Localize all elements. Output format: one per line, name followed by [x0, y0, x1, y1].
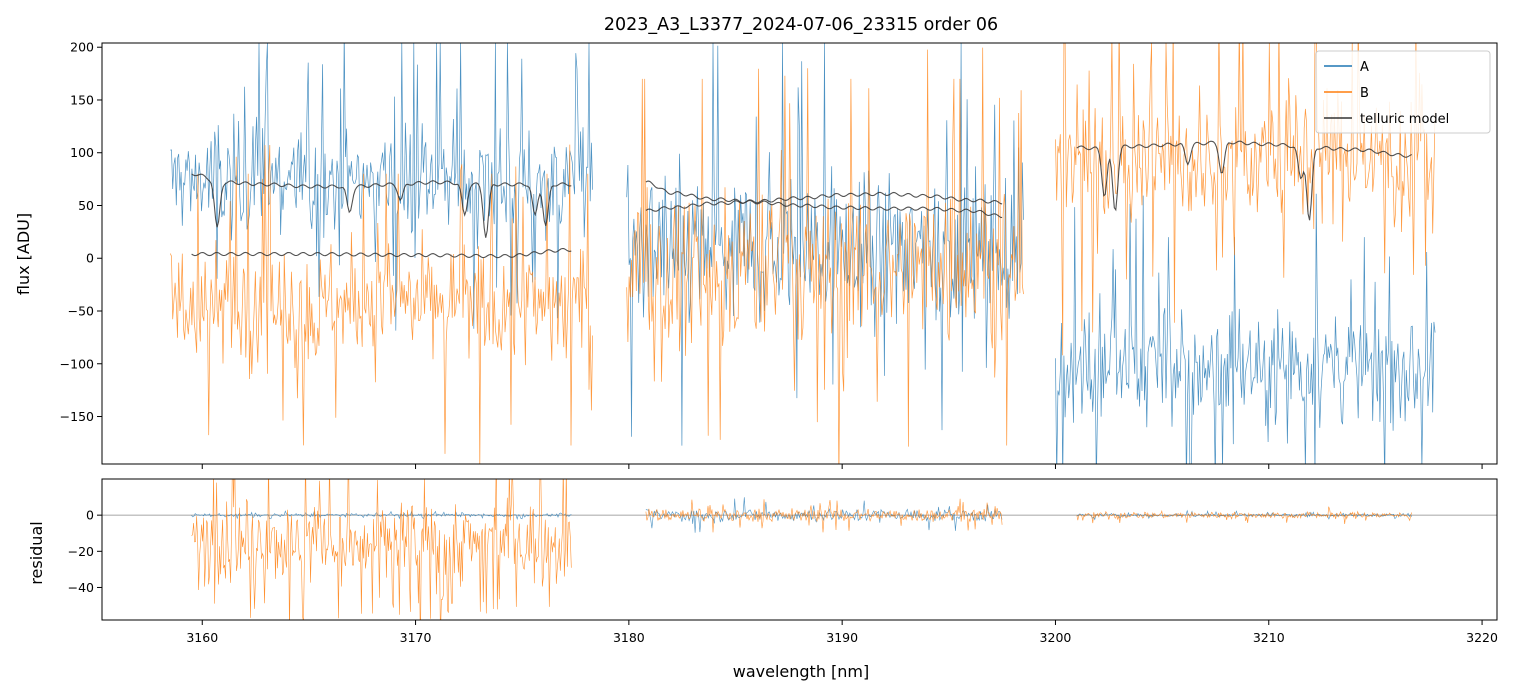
xtick-label: 3190 — [826, 630, 858, 645]
top-ytick-label: −100 — [60, 356, 94, 371]
bottom-ytick-label: −20 — [68, 544, 94, 559]
x-axis-label: wavelength [nm] — [733, 662, 870, 681]
top-ytick-label: −150 — [60, 409, 94, 424]
telluric-model-line-1 — [191, 247, 572, 259]
chart-title: 2023_A3_L3377_2024-07-06_23315 order 06 — [604, 15, 998, 35]
top-ytick-label: 150 — [70, 92, 94, 107]
series-a-segment-1 — [626, 43, 1024, 446]
series-a-segment-0 — [170, 43, 593, 331]
legend-box — [1315, 50, 1491, 134]
bottom-ytick-label: −40 — [68, 580, 94, 595]
telluric-model-line-4 — [1076, 140, 1412, 221]
bottom-panel: −40 −20 0 3160 3170 3180 3190 3200 3210 3220 res… — [27, 478, 1498, 681]
bottom-ytick-label: 0 — [86, 508, 94, 523]
top-ytick-label: 100 — [70, 145, 94, 160]
xtick-label: 3200 — [1040, 630, 1072, 645]
telluric-model-line-2 — [645, 180, 1003, 219]
top-ytick-label: 200 — [70, 40, 94, 55]
series-b-segment-2 — [1055, 43, 1436, 356]
legend-entry-label: A — [1360, 60, 1369, 75]
top-ytick-label: 50 — [78, 198, 94, 213]
top-ytick-label: −50 — [68, 304, 94, 319]
residual-b-segment-1 — [645, 498, 1003, 533]
series-a-segment-2 — [1055, 193, 1436, 464]
top-plot-frame — [101, 42, 1498, 465]
xtick-label: 3220 — [1466, 630, 1498, 645]
top-panel: −150 −100 −50 0 50 100 150 200 flux [ADU] ABtel… — [14, 40, 1498, 469]
legend-entry-label: B — [1360, 86, 1369, 101]
telluric-model-line-3 — [645, 191, 1003, 212]
residual-b-segment-2 — [1076, 506, 1412, 525]
xtick-label: 3180 — [613, 630, 645, 645]
top-y-axis-label: flux [ADU] — [14, 213, 33, 295]
xtick-label: 3210 — [1253, 630, 1285, 645]
telluric-model-line-0 — [191, 173, 572, 238]
legend-entry-label: telluric model — [1360, 112, 1449, 127]
series-b-segment-1 — [626, 47, 1024, 464]
residual-b-segment-0 — [191, 479, 572, 620]
top-ytick-label: 0 — [86, 251, 94, 266]
bottom-plot-frame — [101, 478, 1498, 621]
xtick-label: 3170 — [400, 630, 432, 645]
residual-a-segment-0 — [191, 510, 572, 520]
xtick-label: 3160 — [186, 630, 218, 645]
bottom-y-axis-label: residual — [27, 521, 46, 584]
series-b-segment-0 — [169, 144, 593, 464]
